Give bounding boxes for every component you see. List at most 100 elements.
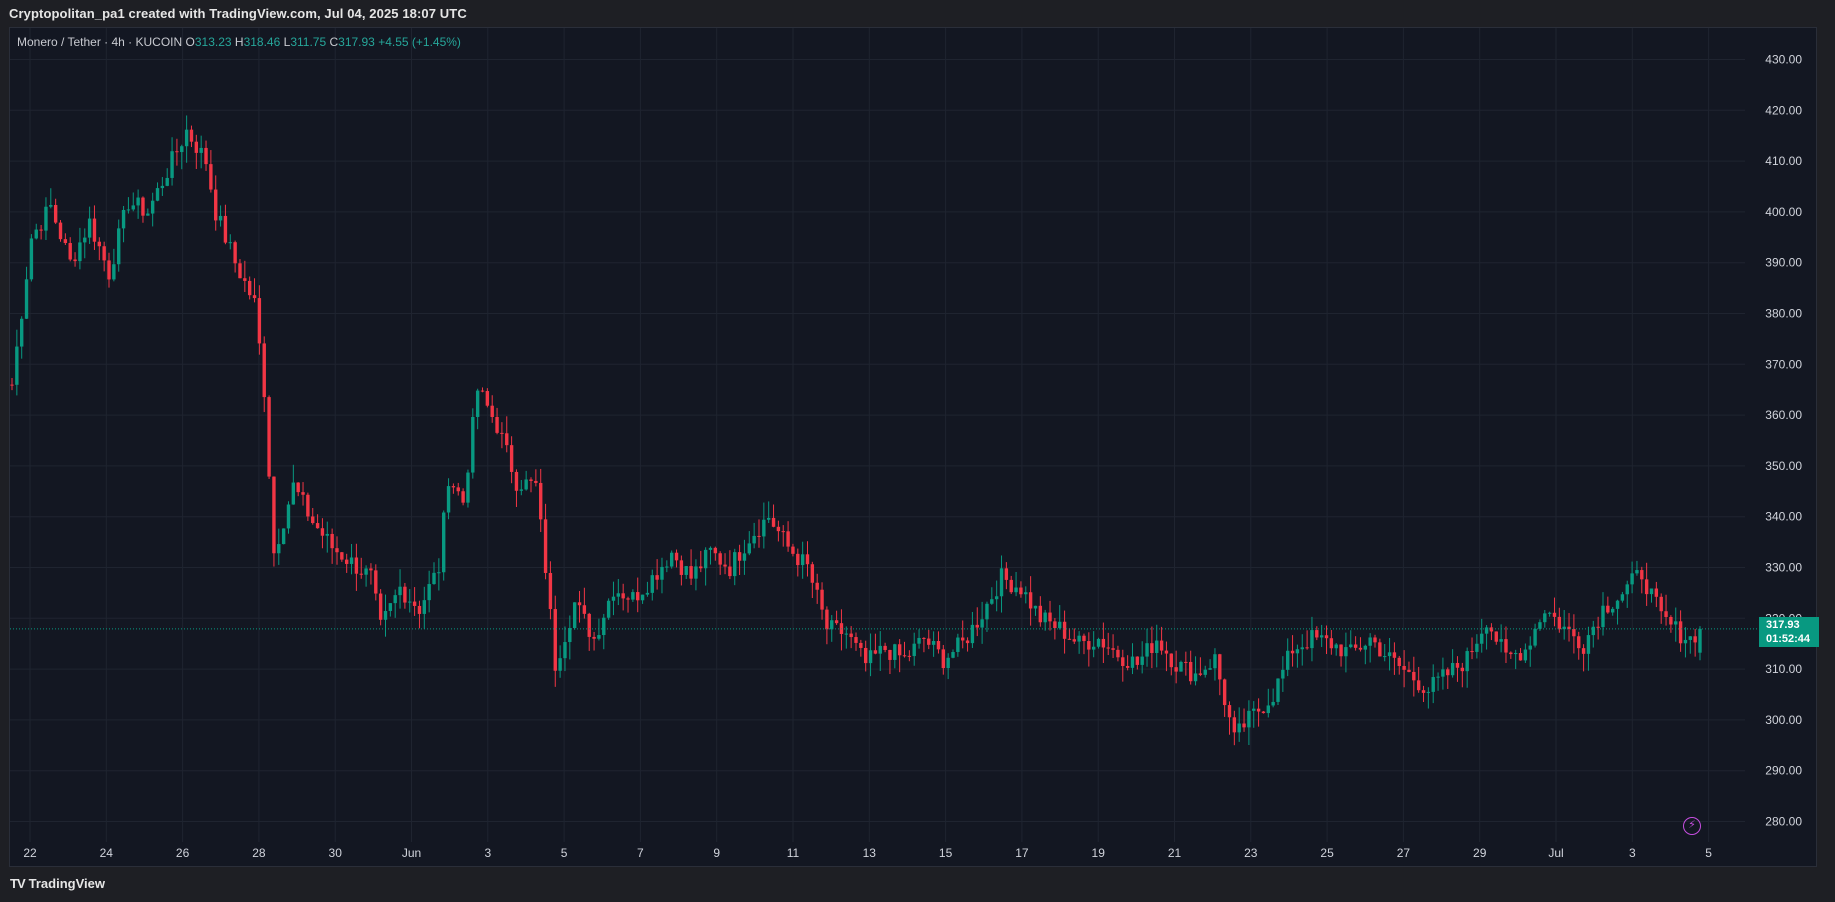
candle (1116, 645, 1120, 662)
chart-frame[interactable] (9, 27, 1817, 867)
candle (1125, 655, 1130, 671)
current-price-tag: 317.93 01:52:44 (1759, 617, 1819, 647)
candle (446, 478, 451, 520)
candle (1581, 644, 1586, 672)
time-tick-label: 25 (1320, 846, 1334, 860)
candle (1455, 656, 1460, 682)
candle (776, 520, 781, 542)
candle (543, 503, 548, 580)
candle (781, 525, 785, 547)
candle (606, 598, 611, 620)
candle (1635, 560, 1639, 576)
time-tick-label: 3 (1629, 846, 1636, 860)
candle (1465, 647, 1469, 688)
price-tick-label: 330.00 (1765, 561, 1802, 575)
time-axis[interactable]: 22 24 26 28 30 Jun 3 5 7 9 11 13 15 17 19 21 23 25 27 29 Jul… (23, 846, 1712, 860)
candle (1179, 660, 1183, 672)
candle (388, 603, 393, 617)
open-value: 313.23 (194, 35, 232, 49)
candle (150, 192, 155, 227)
candle (1470, 637, 1474, 660)
candle (1625, 580, 1629, 608)
candle (1043, 609, 1047, 631)
candle (1111, 634, 1115, 659)
candle (1174, 650, 1178, 684)
bar-countdown: 01:52:44 (1766, 633, 1811, 645)
candle (63, 233, 68, 246)
candle (1315, 626, 1319, 641)
time-tick-label: 21 (1168, 846, 1182, 860)
candle (480, 387, 485, 393)
candle (830, 615, 834, 642)
candle (126, 197, 131, 214)
candle (252, 278, 257, 303)
tradingview-logo-icon: TV (10, 876, 26, 891)
candle (893, 643, 897, 669)
candle (917, 629, 921, 649)
chart-caption: Cryptopolitan_pa1 created with TradingVi… (9, 6, 467, 21)
candle (53, 198, 58, 225)
price-tick-label: 370.00 (1765, 357, 1802, 371)
time-tick-label: 17 (1015, 846, 1029, 860)
candle (626, 596, 630, 613)
candle (1227, 701, 1232, 735)
time-tick-label: 27 (1397, 846, 1411, 860)
candle (1295, 644, 1300, 668)
current-price: 317.93 (1766, 619, 1800, 631)
candle (766, 501, 771, 524)
candle (117, 219, 121, 272)
high-value: 318.46 (243, 35, 281, 49)
candle (1349, 630, 1353, 649)
candle (1271, 688, 1275, 708)
candle (572, 602, 577, 630)
candle (1310, 616, 1314, 662)
lightning-bolt-icon[interactable]: ⚡ (1683, 817, 1701, 835)
candle (868, 633, 873, 677)
candle (233, 240, 237, 273)
candle (1222, 678, 1227, 717)
candle (834, 610, 839, 625)
candle (1150, 626, 1154, 669)
candle (679, 555, 684, 586)
candle (1431, 664, 1435, 704)
time-tick-label: 22 (23, 846, 37, 860)
candle (44, 197, 48, 241)
candle (121, 205, 126, 243)
candle (922, 637, 926, 653)
price-tick-label: 360.00 (1765, 408, 1802, 422)
candle (946, 653, 950, 680)
time-tick-label: 9 (713, 846, 720, 860)
candle (1523, 643, 1528, 663)
candle (1024, 586, 1028, 604)
candle (539, 468, 543, 533)
candle (1489, 623, 1494, 641)
candle (514, 469, 519, 507)
candle (941, 644, 946, 675)
candle (471, 408, 475, 479)
candle (1373, 634, 1377, 648)
price-axis[interactable]: 280.00290.00300.00310.00320.00330.00340.… (1765, 53, 1802, 829)
candle (597, 618, 601, 641)
candle (1290, 635, 1295, 667)
candle (577, 590, 582, 623)
candle (839, 609, 844, 651)
candle (1446, 667, 1450, 689)
candle (218, 205, 223, 227)
candle (897, 639, 902, 673)
candle (524, 470, 528, 491)
candle (344, 553, 349, 573)
tradingview-footer[interactable]: TV TradingView (10, 876, 105, 891)
candle (1072, 628, 1076, 645)
candle (58, 220, 63, 242)
candle (1266, 688, 1270, 718)
candle (83, 228, 87, 259)
candle (209, 150, 213, 193)
candle (262, 336, 266, 413)
candle (432, 562, 436, 585)
candle (97, 237, 102, 261)
candle (1106, 632, 1110, 656)
candle (805, 541, 810, 577)
candle (10, 378, 14, 391)
candle (1334, 643, 1338, 656)
